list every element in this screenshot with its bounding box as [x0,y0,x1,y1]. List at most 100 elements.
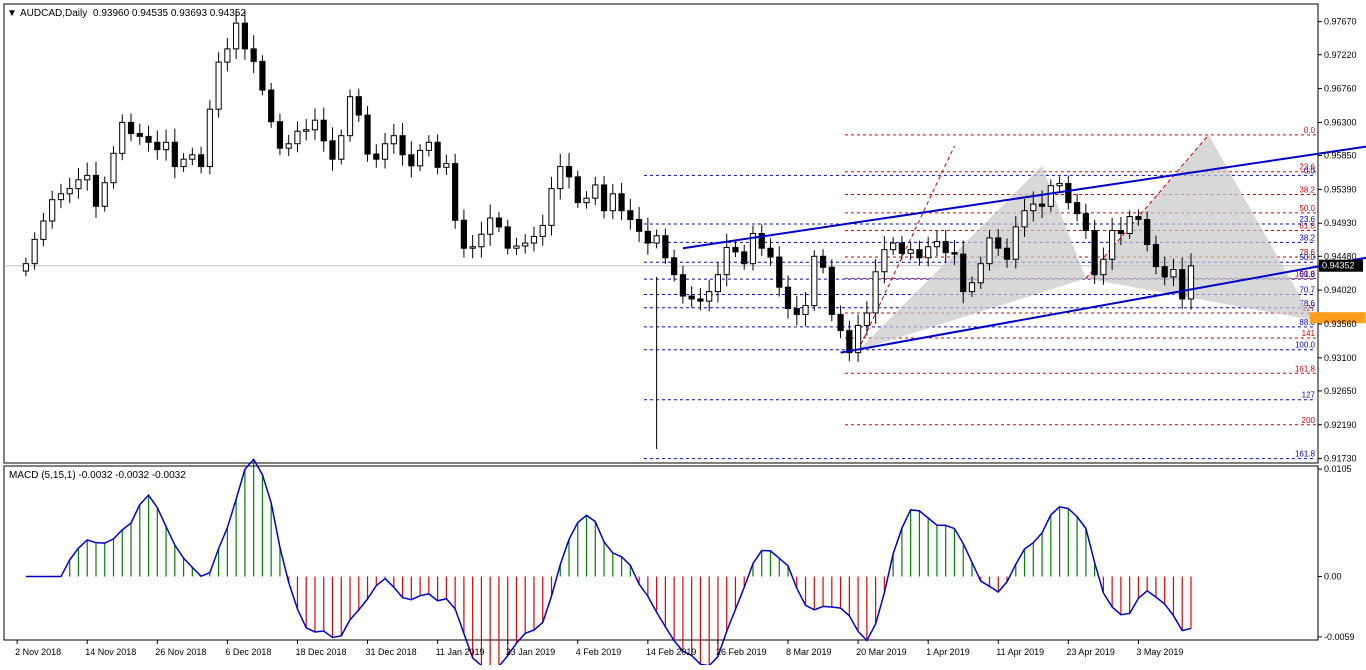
macd-panel-frame [3,465,1319,641]
price-tick-label: 0.93560 [1324,319,1357,329]
bull-candle [513,245,520,249]
bull-candle [478,233,485,248]
bull-candle [1109,230,1116,260]
date-label: 14 Nov 2018 [85,647,136,657]
bull-candle [206,108,213,168]
date-label: 20 Mar 2019 [856,647,907,657]
bear-candle [1152,244,1160,268]
date-label: 3 May 2019 [1136,647,1183,657]
upper-trendline [682,145,1366,250]
bear-candle [92,174,100,207]
bull-candle [653,235,660,244]
bear-candle [636,219,643,232]
bear-candle [600,184,608,212]
bull-candle [1021,210,1028,228]
bull-candle [119,121,126,154]
bull-candle [469,246,476,249]
bear-candle [1082,213,1089,232]
bull-candle [723,246,730,276]
date-label: 2 Nov 2018 [15,647,61,657]
bull-candle [811,255,818,307]
bear-candle [1065,182,1072,204]
bear-candle [408,154,415,167]
bull-candle [381,143,389,160]
bull-candle [907,249,914,254]
bull-candle [224,48,231,63]
fib-red-label: 23.6 [1299,163,1315,172]
bull-candle [417,149,424,167]
date-label: 31 Dec 2018 [366,647,417,657]
price-tick-label: 0.94020 [1324,285,1357,295]
bear-candle [504,226,511,249]
bear-candle [688,295,695,300]
price-tick-label: 0.93100 [1324,353,1357,363]
bull-candle [933,241,941,248]
bull-candle [22,263,29,272]
bear-candle [793,308,800,315]
bull-candle [189,154,196,160]
bull-candle [294,130,301,145]
fib-blue-label: 78.6 [1299,299,1315,308]
bull-candle [1056,182,1063,187]
bear-candle [171,141,178,168]
bull-candle [285,143,292,149]
bull-candle [40,220,47,240]
current-price-label: 0.94352 [1322,261,1355,271]
fib-red-label: 38.2 [1299,186,1315,195]
bull-candle [101,182,108,207]
price-tick-label: 0.95390 [1324,184,1357,194]
bear-candle [679,274,686,297]
fib-blue-label: 50.0 [1299,253,1315,262]
bull-candle [66,188,73,195]
bear-candle [241,22,249,50]
bull-candle [1030,203,1037,212]
bear-candle [434,141,441,168]
price-panel-frame [3,3,1319,464]
bull-candle [49,199,56,222]
price-tick-label: 0.96300 [1324,117,1357,127]
bull-candle [487,217,494,235]
price-tick-label: 0.91730 [1324,454,1357,464]
bull-candle [443,163,450,168]
fib-blue-label: 127 [1302,391,1316,400]
bull-candle [162,141,170,151]
bear-candle [495,217,503,228]
bull-candle [215,61,222,110]
date-label: 26 Feb 2019 [716,647,767,657]
bear-candle [259,60,266,91]
date-label: 18 Dec 2018 [295,647,346,657]
bull-candle [425,141,432,151]
menu-arrow-icon[interactable]: ▼ [7,8,17,19]
bear-candle [355,96,362,116]
bull-candle [110,152,117,184]
fib-red-label: 61.8 [1299,222,1315,231]
bear-candle [627,210,634,221]
bear-candle [364,114,371,155]
trend-channel-lines[interactable] [682,61,1366,354]
price-axis: 0.97670 0.97220 0.96760 0.96300 0.95850 0.953… [1318,17,1363,642]
date-label: 6 Dec 2018 [225,647,271,657]
bear-candle [399,135,406,156]
bull-candle [890,242,897,251]
bull-candle [338,135,345,160]
pattern-dashed-leg [1085,134,1209,279]
bull-candle [872,271,879,314]
bear-candle [951,252,958,255]
bull-candle [233,22,240,50]
bear-candle [942,241,949,254]
pattern-xab-shape [858,165,1086,351]
bear-candle [276,121,284,149]
bull-candle [539,224,546,237]
bear-candle [819,255,827,268]
bear-candle [741,251,748,265]
bear-candle [1117,230,1125,235]
bear-candle [1038,203,1046,207]
fib-red-label: 141 [1302,329,1316,338]
bear-candle [916,249,923,259]
bull-candle [57,193,65,201]
bull-candle [977,263,984,284]
bear-candle [758,233,765,249]
bear-candle [767,247,774,258]
